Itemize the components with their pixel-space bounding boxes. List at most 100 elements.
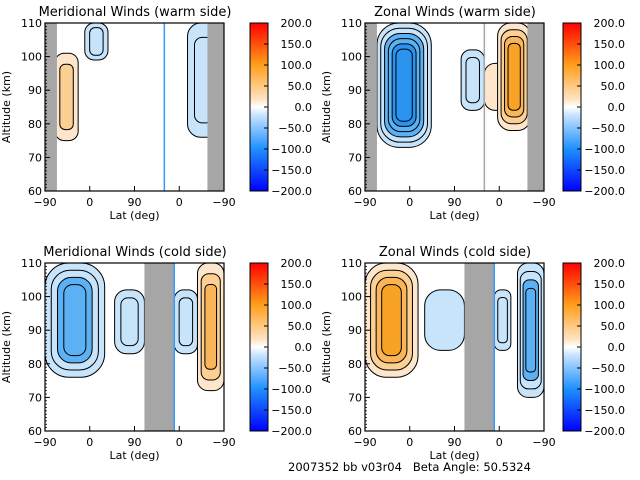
colorbar-tick-label: 150.0 (281, 278, 313, 291)
y-tick-label: 70 (348, 391, 362, 404)
colorbar-tick-label: −200.0 (271, 185, 312, 198)
x-axis-label: Lat (deg) (430, 209, 480, 222)
no-data-band (365, 23, 377, 191)
y-tick-label: 110 (341, 257, 362, 270)
contour-level (465, 57, 480, 104)
colorbar-tick-label: 100.0 (594, 299, 626, 312)
chart-title: Meridional Winds (warm side) (39, 5, 232, 20)
colorbar: 200.0 150.0 100.0 50.0 0.0 −50.0 −100.0 −150.0 −… (249, 17, 313, 198)
colorbar-tick-label: −100.0 (584, 383, 625, 396)
contour-level (507, 42, 521, 111)
colorbar-tick-label: 150.0 (594, 278, 626, 291)
y-tick-label: 80 (348, 118, 362, 131)
y-tick-label: 90 (28, 84, 42, 97)
contour-level (525, 287, 537, 373)
contour-level (59, 63, 74, 131)
no-data-band (464, 263, 495, 431)
x-tick-label: 90 (128, 196, 142, 209)
colorbar-tick-label: 200.0 (281, 17, 313, 30)
x-tick-label: 0 (406, 436, 413, 449)
y-tick-label: 70 (28, 391, 42, 404)
no-data-band (207, 23, 224, 191)
x-tick-label: −90 (33, 196, 56, 209)
contour-level (89, 27, 104, 56)
no-data-band (45, 23, 57, 191)
y-tick-label: 90 (28, 324, 42, 337)
colorbar-tick-label: −50.0 (591, 362, 625, 375)
colorbar: 200.0 150.0 100.0 50.0 0.0 −50.0 −100.0 −150.0 −… (562, 257, 626, 438)
x-tick-label: −90 (33, 436, 56, 449)
y-tick-label: 100 (341, 51, 362, 64)
chart-title: Meridional Winds (cold side) (43, 245, 226, 260)
chart-panel-4: Zonal Winds (cold side) 110 100 90 80 70 60 Alt… (320, 245, 625, 462)
y-tick-label: 80 (28, 118, 42, 131)
y-tick-label: 60 (348, 185, 362, 198)
y-tick-label: 60 (28, 425, 42, 438)
y-axis-label: Altitude (km) (320, 311, 333, 383)
y-axis-label: Altitude (km) (0, 71, 13, 143)
x-tick-label: −90 (212, 196, 235, 209)
y-tick-label: 60 (348, 425, 362, 438)
x-tick-label: −90 (353, 436, 376, 449)
y-tick-label: 80 (28, 358, 42, 371)
run-id: 2007352 bb v03r04 (288, 460, 402, 474)
x-tick-label: 0 (496, 436, 503, 449)
contour-level (120, 297, 139, 347)
colorbar-tick-label: 100.0 (281, 59, 313, 72)
y-tick-label: 60 (28, 185, 42, 198)
y-axis-label: Altitude (km) (0, 311, 13, 383)
contour-level (424, 289, 465, 351)
x-axis-label: Lat (deg) (110, 449, 160, 462)
x-tick-label: 0 (406, 196, 413, 209)
colorbar-tick-label: 200.0 (281, 257, 313, 270)
contour-level (63, 284, 87, 357)
chart-title: Zonal Winds (warm side) (374, 5, 536, 20)
contour-level (178, 297, 194, 347)
colorbar-tick-label: 150.0 (594, 38, 626, 51)
y-tick-label: 80 (348, 358, 362, 371)
colorbar-tick-label: 100.0 (594, 59, 626, 72)
colorbar-tick-label: 0.0 (295, 101, 313, 114)
colorbar-tick-label: −50.0 (278, 122, 312, 135)
colorbar-tick-label: −50.0 (278, 362, 312, 375)
colorbar-tick-label: −150.0 (271, 404, 312, 417)
colorbar: 200.0 150.0 100.0 50.0 0.0 −50.0 −100.0 −150.0 −… (249, 257, 313, 438)
contour-level (395, 48, 413, 122)
x-tick-label: −90 (353, 196, 376, 209)
beta-angle-value: 50.5324 (483, 460, 531, 474)
colorbar-tick-label: −150.0 (271, 164, 312, 177)
contour-level (204, 283, 218, 370)
colorbar-tick-label: −200.0 (584, 425, 625, 438)
x-tick-label: 0 (86, 196, 93, 209)
colorbar-tick-label: 50.0 (288, 320, 313, 333)
chart-panel-1: Meridional Winds (warm side)110 100 90 80 70… (0, 5, 312, 222)
chart-title: Zonal Winds (cold side) (379, 245, 531, 260)
x-axis-label: Lat (deg) (430, 449, 480, 462)
x-tick-label: 0 (86, 436, 93, 449)
no-data-band (144, 263, 175, 431)
y-tick-label: 100 (21, 51, 42, 64)
footer: 2007352 bb v03r04 Beta Angle: 50.5324 (288, 460, 531, 474)
colorbar-tick-label: 0.0 (608, 341, 626, 354)
colorbar-tick-label: 0.0 (608, 101, 626, 114)
colorbar-tick-label: 200.0 (594, 17, 626, 30)
x-tick-label: 0 (176, 436, 183, 449)
x-tick-label: 0 (496, 196, 503, 209)
x-tick-label: −90 (532, 196, 555, 209)
x-tick-label: 90 (128, 436, 142, 449)
x-tick-label: 0 (176, 196, 183, 209)
beta-angle-label: Beta Angle: (412, 460, 480, 474)
y-tick-label: 110 (341, 17, 362, 30)
contour-level (497, 297, 508, 344)
x-tick-label: 90 (448, 436, 462, 449)
y-tick-label: 100 (341, 291, 362, 304)
x-tick-label: −90 (532, 436, 555, 449)
colorbar-tick-label: −50.0 (591, 122, 625, 135)
colorbar-tick-label: −100.0 (271, 383, 312, 396)
colorbar-tick-label: 200.0 (594, 257, 626, 270)
colorbar-tick-label: 50.0 (288, 80, 313, 93)
colorbar-tick-label: −150.0 (584, 164, 625, 177)
chart-panel-3: Meridional Winds (cold side)110 100 90 80 70… (0, 245, 312, 462)
colorbar: 200.0 150.0 100.0 50.0 0.0 −50.0 −100.0 −150.0 −… (562, 17, 626, 198)
